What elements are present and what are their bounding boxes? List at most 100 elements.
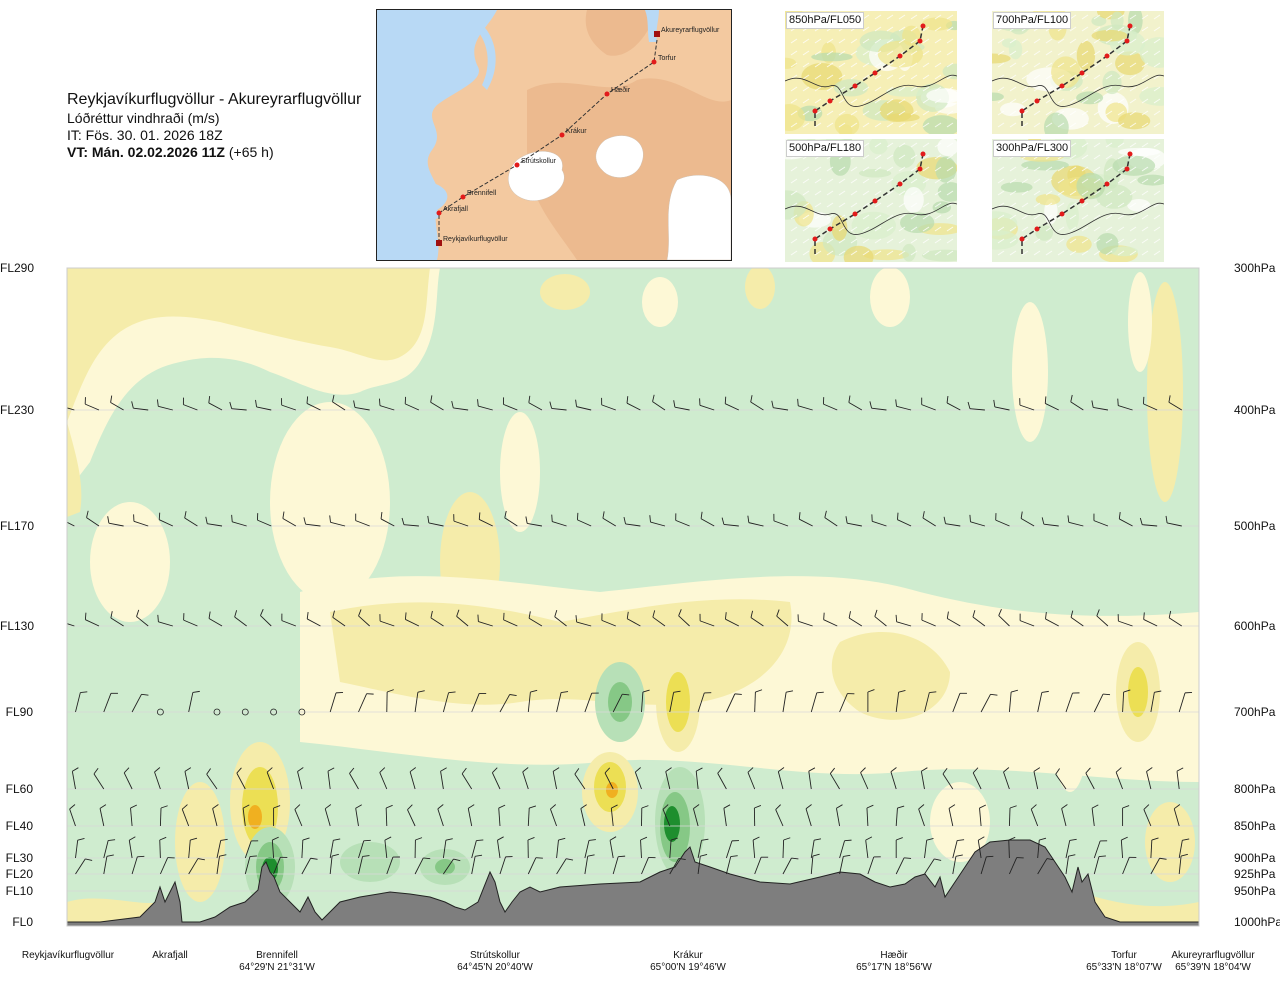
thumb-field-patch (1096, 184, 1133, 209)
wind-barb (808, 767, 816, 790)
thumb-wind-mark (934, 86, 942, 92)
thumb-wind-mark (802, 214, 810, 220)
thumb-850[interactable]: 850hPa/FL050 (785, 11, 957, 134)
thumb-wind-mark (1009, 110, 1017, 116)
wind-barb (747, 515, 764, 527)
wind-barb (665, 767, 672, 790)
wind-barb (699, 613, 715, 627)
parameter-label: Lóðréttur vindhraði (m/s) (67, 110, 220, 126)
thumb-field-patch (785, 103, 806, 131)
thumb-wind-mark (1153, 166, 1161, 172)
thumb-field-patch (926, 88, 957, 103)
valid-time: VT: Mán. 02.02.2026 11Z (+65 h) (67, 144, 361, 161)
thumb-wind-mark (790, 178, 798, 184)
thumb-500[interactable]: 500hPa/FL180 (785, 139, 957, 262)
thumb-wind-mark (910, 154, 918, 160)
thumb-wind-mark (1009, 190, 1017, 196)
route-point-label: Krákur (566, 128, 587, 135)
thumb-wind-mark (1021, 98, 1029, 104)
thumb-wind-mark (790, 250, 798, 256)
thumb-route-point (1079, 70, 1085, 76)
thumb-wind-mark (850, 122, 858, 128)
thumb-field-patch (903, 186, 924, 213)
thumb-route-point (852, 83, 858, 89)
station-label: Akureyrarflugvöllur 65°39'N 18°04'W (1171, 950, 1254, 974)
wind-barb (601, 397, 616, 411)
wind-barb (626, 611, 641, 627)
wind-barb (574, 768, 586, 790)
thumb-route-point (917, 38, 923, 44)
wind-barb (1037, 837, 1047, 859)
thumb-wind-mark (886, 226, 894, 232)
wind-barb (525, 516, 543, 527)
thumb-wind-mark (946, 142, 954, 148)
downdraft-cell-1 (540, 274, 590, 310)
thumb-wind-mark (850, 74, 858, 80)
thumb-700[interactable]: 700hPa/FL100 (992, 11, 1164, 134)
wind-barb (1070, 394, 1084, 411)
wind-barb (1091, 804, 1099, 827)
thumb-700-svg (992, 11, 1164, 134)
wind-barb (409, 767, 417, 790)
thumb-wind-mark (910, 74, 918, 80)
thumb-wind-mark (850, 166, 858, 172)
flight-level-label: FL60 (5, 782, 33, 796)
wind-barb (266, 767, 275, 790)
pressure-level-label: 1000hPa (1234, 915, 1280, 929)
cross-section-svg (66, 267, 1200, 927)
updraft-cell-4 (340, 842, 400, 882)
wind-barb (69, 804, 76, 827)
thumb-route-point (1059, 83, 1065, 89)
thumb-wind-mark (814, 226, 822, 232)
thumb-wind-mark (1045, 178, 1053, 184)
thumb-wind-mark (1117, 50, 1125, 56)
wind-barb (231, 514, 247, 527)
wind-barb (353, 400, 370, 411)
thumb-300[interactable]: 300hPa/FL300 (992, 139, 1164, 262)
wind-barb (301, 857, 318, 875)
wind-barb (379, 767, 388, 790)
thumb-wind-mark (838, 250, 846, 256)
thumb-wind-mark (814, 166, 822, 172)
thumb-field-patch (1127, 199, 1151, 212)
flight-level-label: FL30 (5, 851, 33, 865)
calm-wind-marker (270, 708, 277, 716)
thumb-wind-mark (1105, 62, 1113, 68)
thumb-wind-mark (934, 190, 942, 196)
thumb-wind-mark (1045, 74, 1053, 80)
station-name: Akureyrarflugvöllur (1171, 950, 1255, 961)
thumb-wind-mark (1021, 110, 1029, 116)
thumb-wind-mark (1069, 38, 1077, 44)
thumb-field-patch (902, 243, 916, 262)
thumb-wind-mark (1045, 226, 1053, 232)
wind-barb (156, 399, 173, 411)
route-points: Akureyrarflugvöllur Torfur Hæðir Krákur Strú… (436, 27, 720, 246)
thumb-wind-mark (922, 190, 930, 196)
wind-barb (952, 854, 963, 875)
thumb-wind-mark (1093, 50, 1101, 56)
wind-barb (273, 805, 281, 826)
thumb-wind-mark (910, 38, 918, 44)
wind-barb (895, 805, 905, 827)
thumb-wind-mark (802, 38, 810, 44)
route-line (438, 39, 658, 243)
thumb-wind-mark (934, 226, 942, 232)
wind-barb (497, 836, 504, 859)
wind-barb (456, 609, 469, 627)
thumb-field-patch (838, 124, 853, 134)
thumb-wind-mark (1021, 250, 1029, 256)
glacier-langjokull (508, 151, 565, 202)
wind-barb (471, 854, 483, 875)
thumb-wind-mark (1009, 226, 1017, 232)
thumb-wind-mark (826, 238, 834, 244)
station-label: Hæðir 65°17'N 18°56'W (856, 950, 932, 974)
thumb-field-patch (1076, 40, 1096, 71)
thumb-wind-mark (814, 190, 822, 196)
thumb-wind-mark (946, 190, 954, 196)
route-point-label: Akrafjall (443, 206, 468, 213)
wind-barb (575, 399, 592, 411)
thumb-wind-mark (802, 166, 810, 172)
thumb-wind-mark (1141, 62, 1149, 68)
thumb-wind-mark (1141, 122, 1149, 128)
wind-barb (386, 856, 400, 875)
